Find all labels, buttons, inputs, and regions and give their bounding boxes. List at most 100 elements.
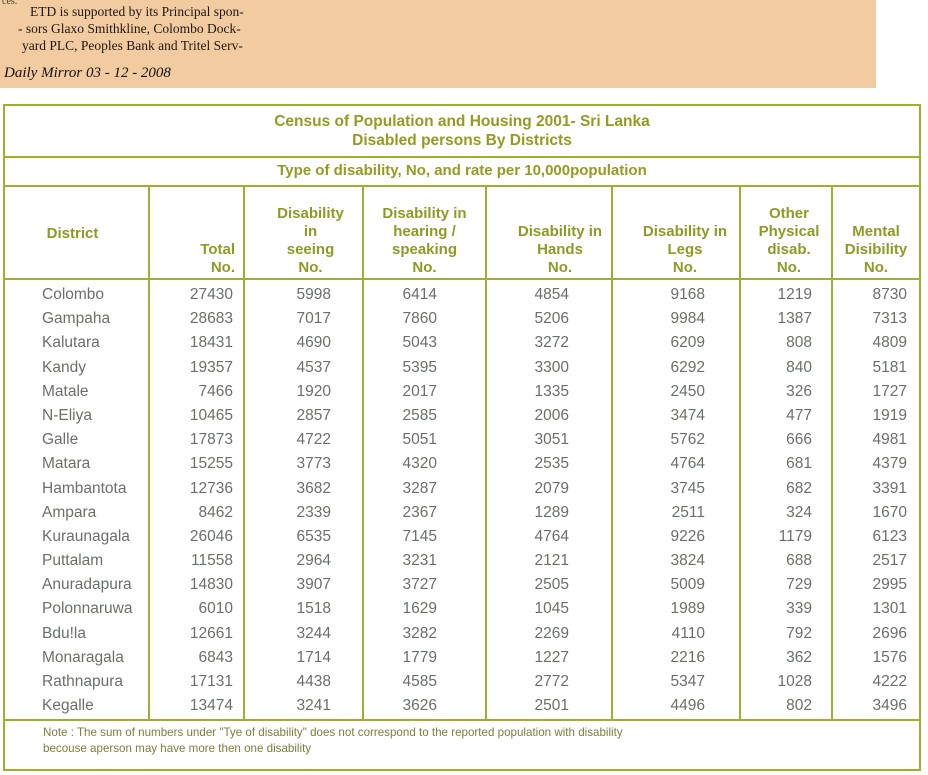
cell-value: 4585 [403,671,437,695]
clipping-line: yard PLC, Peoples Bank and Tritel Serv- [22,38,243,54]
header-line: speaking [364,241,485,259]
cell-value: 666 [786,429,812,453]
newspaper-clipping: ces. ETD is supported by its Principal s… [0,0,876,88]
cell-value: 840 [786,357,812,381]
district-name: Galle [42,429,78,453]
district-name: Kuraunagala [42,526,130,550]
table-row: Kandy 19357 4537 5395 3300 6292 840 5181 [5,357,919,381]
header-line: No. [150,259,235,277]
cell-value: 18431 [190,332,233,356]
district-name: Kalutara [42,332,100,356]
cell-value: 9226 [671,526,705,550]
district-name: Kegalle [42,695,94,719]
cell-value: 2216 [671,647,705,671]
cell-value: 681 [786,453,812,477]
table-title: Census of Population and Housing 2001- S… [5,106,919,158]
clipping-line: ETD is supported by its Principal spon- [30,4,244,20]
cell-value: 27430 [190,284,233,308]
header-line: No. [833,259,919,277]
cell-value: 4110 [672,623,705,647]
header-other-physical: Other Physical disab. No. [741,190,831,278]
cell-value: 1727 [873,381,907,405]
cell-value: 6414 [403,284,437,308]
cell-value: 12736 [190,478,233,502]
district-name: Anuradapura [42,574,132,598]
header-line: in [259,223,362,241]
cell-value: 2450 [671,381,705,405]
table-row: Monaragala 6843 1714 1779 1227 2216 362 1576 [5,647,919,671]
cell-value: 1289 [535,502,569,526]
cell-value: 2585 [403,405,437,429]
table-note: Note : The sum of numbers under "Tye of … [43,725,883,757]
cell-value: 1335 [535,381,569,405]
cell-value: 17131 [190,671,233,695]
cell-value: 1714 [297,647,331,671]
cell-value: 13474 [190,695,233,719]
cell-value: 4537 [297,357,331,381]
table-row: Anuradapura 14830 3907 3727 2505 5009 729 2995 [5,574,919,598]
cell-value: 4496 [671,695,705,719]
cell-value: 5043 [403,332,437,356]
cell-value: 12661 [190,623,233,647]
cell-value: 2006 [535,405,569,429]
cell-value: 4438 [297,671,331,695]
cell-value: 3272 [535,332,569,356]
header-line: Total [150,241,235,259]
cell-value: 1045 [535,598,569,622]
cell-value: 6123 [873,526,907,550]
cell-value: 8730 [873,284,907,308]
cell-value: 1629 [403,598,437,622]
cell-value: 4222 [873,671,907,695]
cell-value: 2505 [535,574,569,598]
cell-value: 3282 [403,623,437,647]
cell-value: 3300 [535,357,569,381]
header-hands: Disability in Hands No. [487,190,611,278]
district-name: Gampaha [42,308,110,332]
table-row: Rathnapura 17131 4438 4585 2772 5347 1028 4222 [5,671,919,695]
cell-value: 5206 [535,308,569,332]
district-name: Matara [42,453,90,477]
header-district: District [5,190,148,278]
header-mental: Mental Disibility No. [833,190,919,278]
cell-value: 4809 [873,332,907,356]
table-body: Colombo 27430 5998 6414 4854 9168 1219 8730 Gamp… [5,284,919,719]
cell-value: 2857 [297,405,331,429]
header-line: No. [631,259,739,277]
cell-value: 1779 [403,647,437,671]
cell-value: 3231 [403,550,437,574]
cell-value: 7145 [403,526,437,550]
cell-value: 2269 [535,623,569,647]
cell-value: 5998 [297,284,331,308]
cell-value: 2995 [873,574,907,598]
cell-value: 7017 [297,308,331,332]
cell-value: 339 [786,598,812,622]
header-line: Disability [259,205,362,223]
table-row: Gampaha 28683 7017 7860 5206 9984 1387 7313 [5,308,919,332]
table-row: Colombo 27430 5998 6414 4854 9168 1219 8730 [5,284,919,308]
cell-value: 326 [786,381,812,405]
cell-value: 4690 [297,332,331,356]
cell-value: 6209 [671,332,705,356]
cell-value: 4379 [873,453,907,477]
table-title-line-1: Census of Population and Housing 2001- S… [5,112,919,131]
cell-value: 5051 [403,429,437,453]
cell-value: 3824 [671,550,705,574]
header-total: Total No. [150,190,243,278]
cell-value: 2367 [403,502,437,526]
table-row: Ampara 8462 2339 2367 1289 2511 324 1670 [5,502,919,526]
header-line: Disibility [833,241,919,259]
cell-value: 2511 [672,502,705,526]
cell-value: 3391 [873,478,907,502]
table-row: Kuraunagala 26046 6535 7145 4764 9226 1179 6123 [5,526,919,550]
cell-value: 5181 [873,357,907,381]
district-name: Polonnaruwa [42,598,132,622]
cell-value: 2964 [297,550,331,574]
header-line: hearing / [364,223,485,241]
cell-value: 3244 [297,623,331,647]
header-line: No. [747,259,831,277]
cell-value: 1989 [671,598,705,622]
header-line: Disability in [364,205,485,223]
table-row: N-Eliya 10465 2857 2585 2006 3474 477 1919 [5,405,919,429]
cell-value: 2121 [535,550,569,574]
cell-value: 3496 [873,695,907,719]
